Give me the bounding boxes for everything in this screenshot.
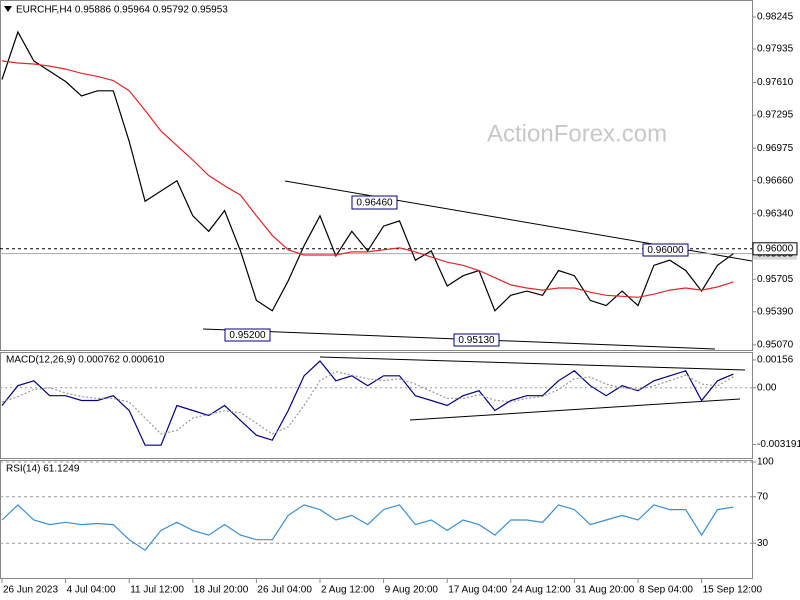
x-tick-label: 24 Aug 12:00 (512, 585, 571, 596)
y-tick-label: 0.95705 (757, 274, 794, 285)
x-tick-label: 9 Aug 20:00 (385, 585, 439, 596)
annotation-box (224, 328, 271, 342)
level-label-box (752, 242, 798, 256)
y-tick-label: 0.97935 (757, 44, 794, 55)
x-tick-label: 31 Aug 20:00 (575, 585, 634, 596)
y-tick-label: 0.96340 (757, 208, 794, 219)
series-line (1, 504, 734, 552)
level-label: 0.96000 (757, 243, 794, 254)
series-line (1, 60, 734, 298)
y-tick-label: 0.95070 (757, 339, 794, 350)
annotation-box (351, 195, 398, 210)
annotations: 0.96460 0.95200 0.95130 0.96000 (224, 195, 689, 347)
annotation-box (453, 333, 500, 347)
trend-line (409, 398, 741, 421)
rsi-title: RSI(14) 61.1249 (6, 464, 80, 475)
price-panel (0, 0, 753, 351)
y-tick-label: 0.00 (757, 382, 777, 393)
series-line (1, 360, 734, 446)
series-line (1, 30, 734, 312)
rsi-panel (0, 460, 753, 579)
y-tick-label: 30 (757, 538, 769, 549)
y-tick-label: 100 (757, 457, 774, 468)
x-tick-label: 8 Sep 04:00 (639, 585, 693, 596)
y-tick-label: 0.98245 (757, 12, 794, 23)
x-tick-label: 2 Aug 12:00 (321, 585, 375, 596)
y-tick-label: 0.96975 (757, 143, 794, 154)
y-tick-label: 0.96660 (757, 175, 794, 186)
annotation: 0.96460 (356, 198, 393, 209)
y-tick-label: 0.97295 (757, 110, 794, 121)
y-tick-label: 0.97610 (757, 77, 794, 88)
annotation: 0.95130 (458, 335, 495, 346)
y-tick-label: 70 (757, 491, 769, 502)
y-tick-label: 0.00156 (757, 355, 794, 366)
price-title: EURCHF,H4 0.95886 0.95964 0.95792 0.9595… (16, 5, 228, 16)
x-tick-label: 15 Sep 12:00 (703, 585, 763, 596)
x-tick-label: 4 Jul 04:00 (67, 585, 116, 596)
x-tick-label: 11 Jul 12:00 (130, 585, 184, 596)
annotation-box (642, 243, 689, 257)
x-tick-label: 26 Jul 04:00 (257, 585, 312, 596)
title-icon (4, 6, 12, 12)
trend-line (319, 356, 746, 371)
x-tick-label: 26 Jun 2023 (3, 585, 58, 596)
macd-panel (0, 352, 753, 459)
watermark: ActionForex.com (487, 120, 667, 147)
annotation: 0.95200 (229, 330, 266, 341)
x-tick-label: 18 Jul 20:00 (194, 585, 249, 596)
y-tick-label: 0.95390 (757, 306, 794, 317)
x-tick-label: 17 Aug 04:00 (448, 585, 507, 596)
y-tick-label: -0.003191 (757, 439, 800, 450)
annotation: 0.96000 (647, 245, 684, 256)
macd-title: MACD(12,26,9) 0.000762 0.000610 (6, 355, 165, 366)
series-line (1, 371, 734, 435)
